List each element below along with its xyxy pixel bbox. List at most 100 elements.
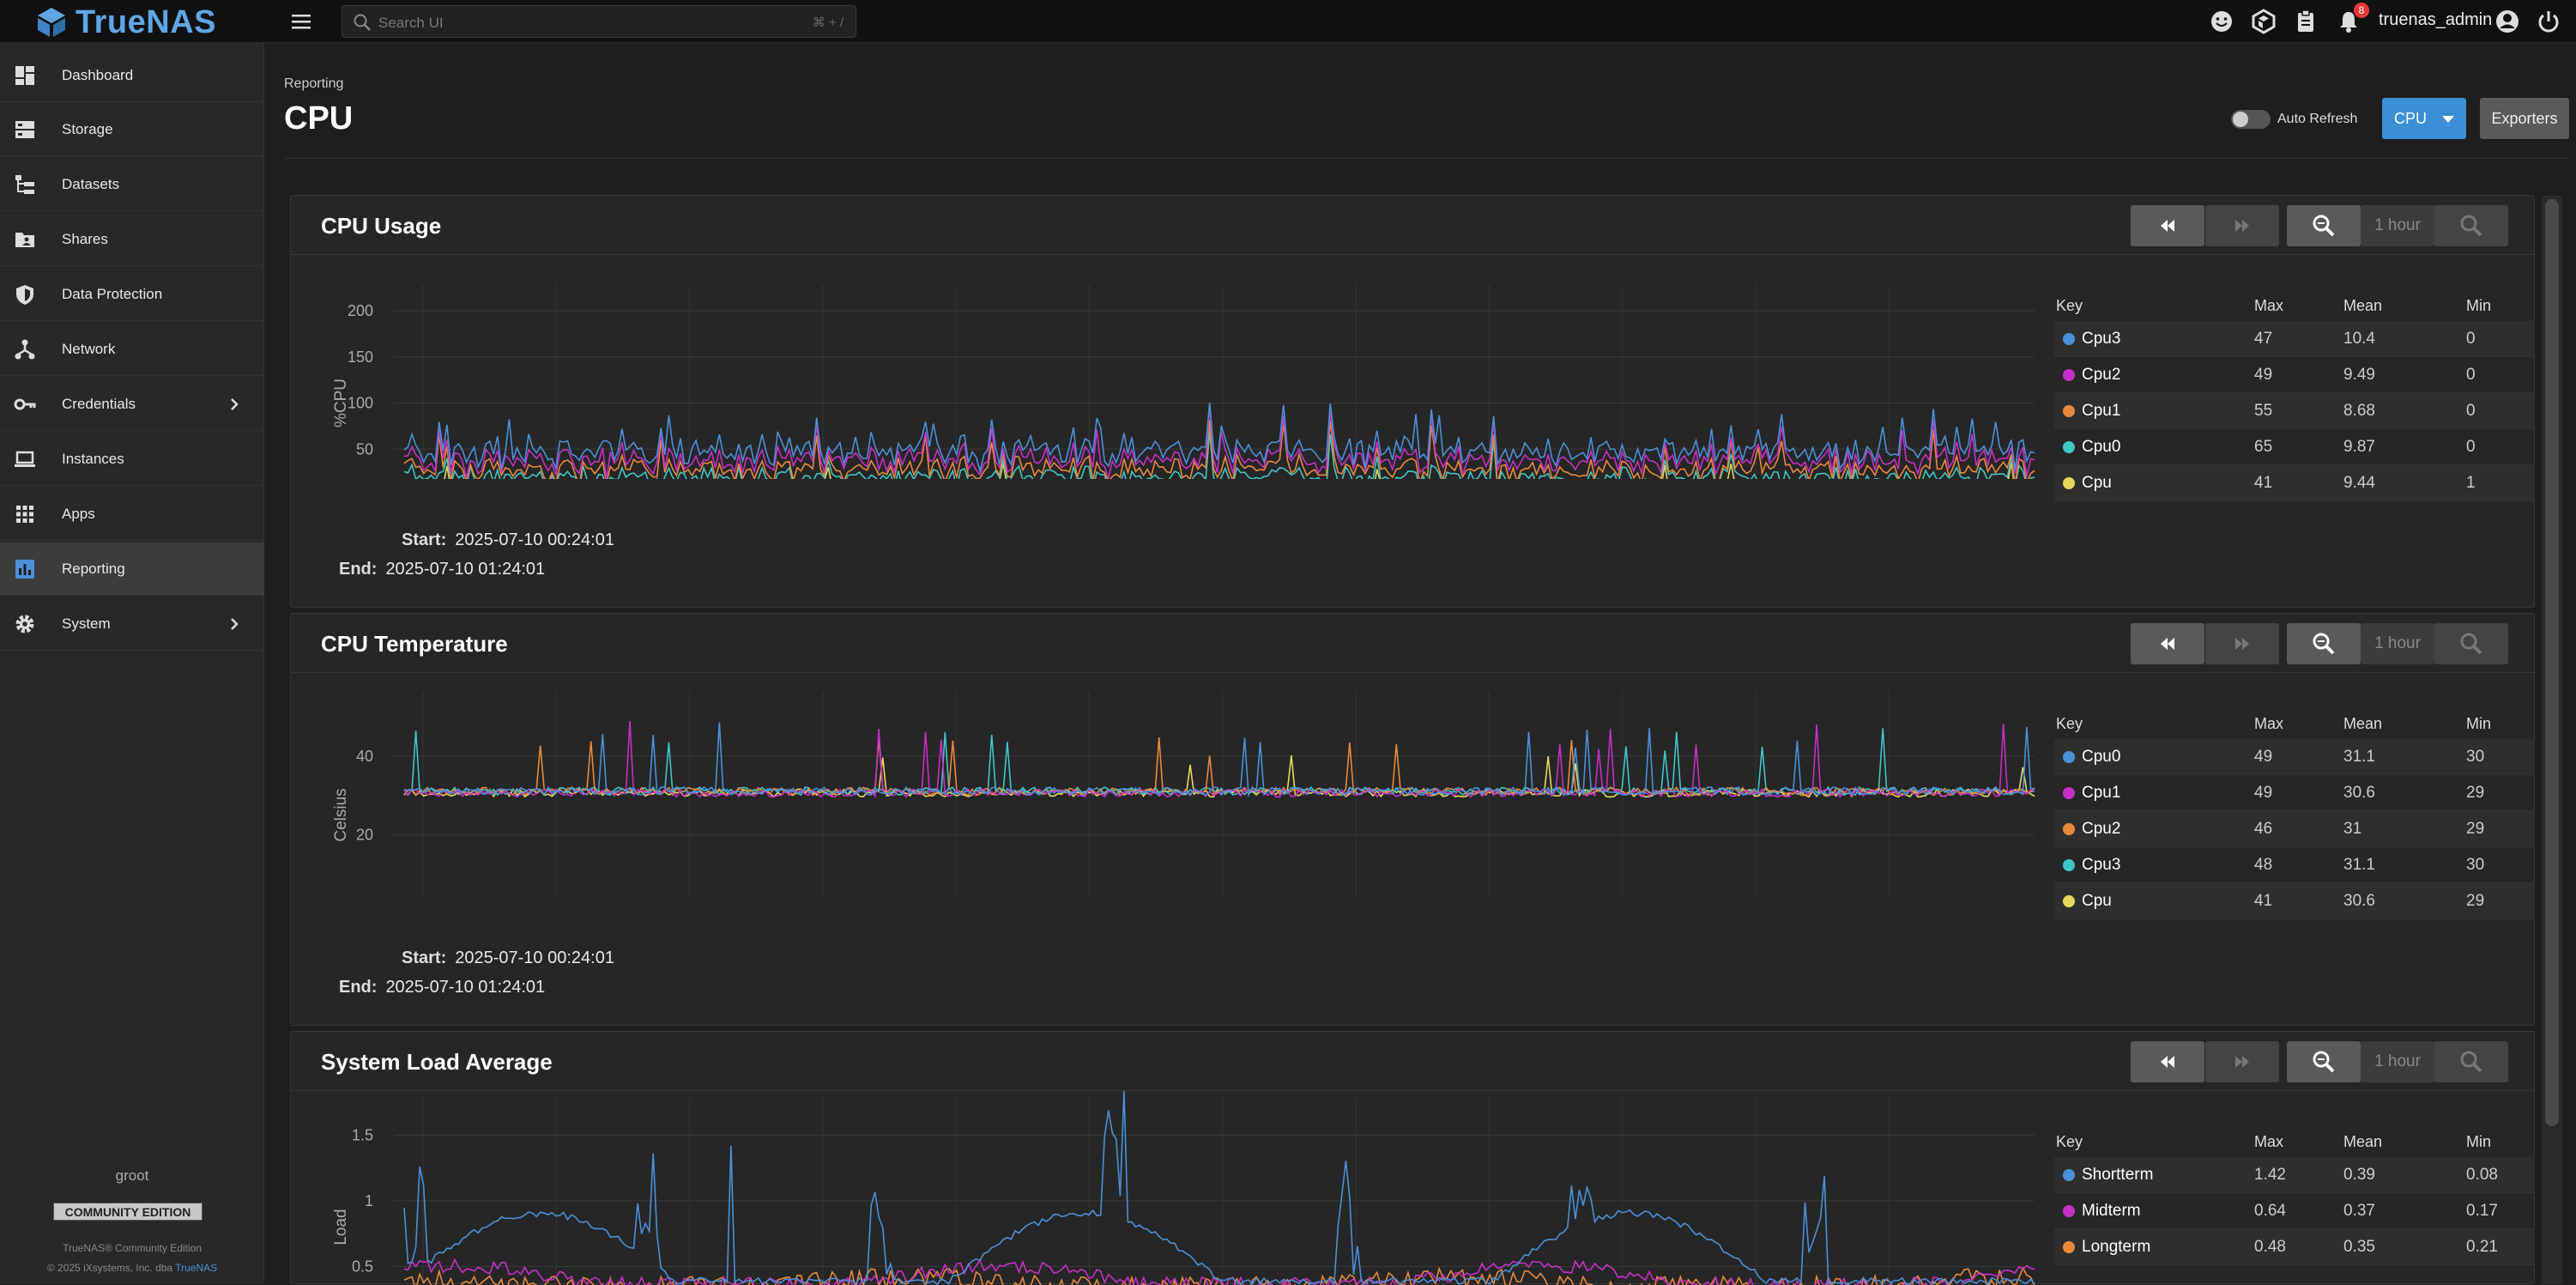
sidebar-item-storage[interactable]: Storage bbox=[0, 103, 264, 156]
chart-legend: Key Max Mean Min Shortterm 1.42 0.39 0.08 Midter… bbox=[2054, 1133, 2535, 1284]
sidebar-item-network[interactable]: Network bbox=[0, 323, 264, 376]
legend-mean-header: Mean bbox=[2343, 715, 2383, 732]
zoom-out-button[interactable] bbox=[2287, 623, 2361, 664]
rewind-icon bbox=[2161, 638, 2174, 650]
previous-range-button[interactable] bbox=[2131, 623, 2204, 664]
sidebar-item-label: Shares bbox=[62, 231, 108, 247]
divider bbox=[291, 672, 2534, 673]
zoom-out-button[interactable] bbox=[2287, 205, 2361, 246]
next-range-button[interactable] bbox=[2205, 205, 2279, 246]
sidebar-item-reporting[interactable]: Reporting bbox=[0, 542, 264, 596]
previous-range-button[interactable] bbox=[2131, 1041, 2204, 1082]
sidebar-item-label: Storage bbox=[62, 121, 113, 137]
series-color-dot bbox=[2063, 441, 2075, 453]
power-icon[interactable] bbox=[2535, 8, 2562, 35]
search-placeholder: Search UI bbox=[378, 15, 444, 31]
series-line-cpu3 bbox=[403, 728, 2035, 797]
legend-row: Cpu0 65 9.87 0 bbox=[2054, 429, 2535, 465]
series-color-dot bbox=[2063, 823, 2075, 835]
legend-row: Cpu3 48 31.1 30 bbox=[2054, 847, 2535, 883]
legend-max: 1.42 bbox=[2254, 1166, 2286, 1184]
fast-forward-icon bbox=[2235, 1056, 2249, 1068]
search-shortcut: ⌘ + / bbox=[812, 15, 844, 30]
zoom-in-icon bbox=[2460, 215, 2482, 237]
report-select-dropdown[interactable]: CPU bbox=[2382, 98, 2466, 139]
sidebar-item-system[interactable]: System bbox=[0, 597, 264, 651]
footer-copyright: TrueNAS® Community Edition bbox=[63, 1242, 202, 1254]
next-range-button[interactable] bbox=[2205, 1041, 2279, 1082]
y-tick-label: 0.5 bbox=[352, 1258, 373, 1275]
zoom-in-button[interactable] bbox=[2434, 623, 2508, 664]
fast-forward-icon bbox=[2235, 638, 2249, 650]
sidebar-item-credentials[interactable]: Credentials bbox=[0, 378, 264, 431]
divider bbox=[291, 1090, 2534, 1091]
sidebar-item-label: Apps bbox=[62, 506, 95, 522]
sidebar-item-instances[interactable]: Instances bbox=[0, 433, 264, 486]
top-bar: TrueNAS Search UI ⌘ + / 8 truenas_admin bbox=[0, 0, 2576, 43]
legend-max: 41 bbox=[2254, 474, 2273, 492]
zoom-in-icon bbox=[2460, 633, 2482, 655]
zoom-in-button[interactable] bbox=[2434, 1041, 2508, 1082]
series-color-dot bbox=[2063, 859, 2075, 871]
legend-mean: 0.39 bbox=[2343, 1166, 2375, 1184]
sidebar-item-shares[interactable]: Shares bbox=[0, 213, 264, 266]
page-title: CPU bbox=[284, 100, 354, 136]
y-tick-label: 1 bbox=[365, 1192, 373, 1209]
legend-series-name: Cpu3 bbox=[2082, 330, 2121, 348]
series-line-cpu1 bbox=[403, 720, 2035, 799]
jobs-clipboard-icon[interactable] bbox=[2292, 8, 2319, 35]
truenas-link[interactable]: TrueNAS bbox=[175, 1262, 218, 1274]
scrollbar[interactable] bbox=[2542, 196, 2562, 1284]
series-line-cpu2 bbox=[403, 406, 2035, 479]
legend-series-name: Cpu0 bbox=[2082, 438, 2121, 456]
legend-max: 49 bbox=[2254, 366, 2273, 384]
truenas-logo[interactable]: TrueNAS bbox=[34, 4, 216, 40]
legend-mean: 10.4 bbox=[2343, 330, 2375, 348]
notifications-bell-icon[interactable] bbox=[2335, 8, 2362, 35]
report-card-system-load: System Load Average 1 hour Key Max Mean Min Sh… bbox=[290, 1031, 2535, 1285]
legend-mean: 31.1 bbox=[2343, 748, 2375, 766]
truecommand-icon[interactable] bbox=[2250, 8, 2277, 35]
sidebar-item-dashboard[interactable]: Dashboard bbox=[0, 49, 264, 102]
username[interactable]: truenas_admin bbox=[2379, 10, 2493, 29]
series-color-dot bbox=[2063, 751, 2075, 763]
next-range-button[interactable] bbox=[2205, 623, 2279, 664]
zoom-out-button[interactable] bbox=[2287, 1041, 2361, 1082]
legend-mean: 31 bbox=[2343, 820, 2362, 838]
series-color-dot bbox=[2063, 477, 2075, 489]
search-icon bbox=[353, 13, 372, 36]
y-axis-label: Celsius bbox=[332, 788, 350, 841]
sidebar-item-label: Reporting bbox=[62, 561, 125, 577]
y-tick-label: 40 bbox=[356, 748, 373, 765]
sidebar-item-apps[interactable]: Apps bbox=[0, 488, 264, 541]
feedback-smiley-icon[interactable] bbox=[2208, 8, 2235, 35]
legend-key-header: Key bbox=[2056, 715, 2083, 732]
rewind-icon bbox=[2161, 1056, 2174, 1068]
legend-max: 0.48 bbox=[2254, 1238, 2286, 1256]
search-input[interactable]: Search UI ⌘ + / bbox=[342, 5, 856, 38]
end-time: End: 2025-07-10 01:24:01 bbox=[339, 978, 545, 997]
legend-max: 41 bbox=[2254, 892, 2273, 910]
legend-series-name: Cpu2 bbox=[2082, 366, 2121, 384]
scrollbar-thumb[interactable] bbox=[2545, 199, 2559, 1126]
legend-mean: 31.1 bbox=[2343, 856, 2375, 874]
reporting-icon bbox=[14, 558, 36, 580]
menu-toggle-icon[interactable] bbox=[288, 9, 314, 34]
sidebar-item-data-protection[interactable]: Data Protection bbox=[0, 268, 264, 321]
storage-icon bbox=[14, 118, 36, 141]
series-color-dot bbox=[2063, 787, 2075, 799]
sidebar: Dashboard Storage Datasets Shares Data P… bbox=[0, 43, 264, 1284]
sidebar-item-datasets[interactable]: Datasets bbox=[0, 158, 264, 211]
previous-range-button[interactable] bbox=[2131, 205, 2204, 246]
legend-mean: 0.35 bbox=[2343, 1238, 2375, 1256]
legend-row: Cpu1 49 30.6 29 bbox=[2054, 775, 2535, 811]
auto-refresh-toggle[interactable]: Auto Refresh bbox=[2231, 110, 2357, 129]
breadcrumb[interactable]: Reporting bbox=[284, 76, 344, 91]
account-circle-icon[interactable] bbox=[2494, 8, 2521, 35]
zoom-in-button[interactable] bbox=[2434, 205, 2508, 246]
legend-max-header: Max bbox=[2254, 1133, 2284, 1150]
toggle-switch[interactable] bbox=[2231, 110, 2271, 129]
exporters-button[interactable]: Exporters bbox=[2480, 98, 2569, 139]
sidebar-item-label: Credentials bbox=[62, 396, 136, 412]
